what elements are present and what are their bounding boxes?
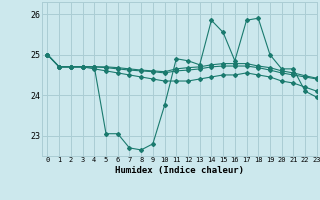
X-axis label: Humidex (Indice chaleur): Humidex (Indice chaleur) [115,166,244,175]
